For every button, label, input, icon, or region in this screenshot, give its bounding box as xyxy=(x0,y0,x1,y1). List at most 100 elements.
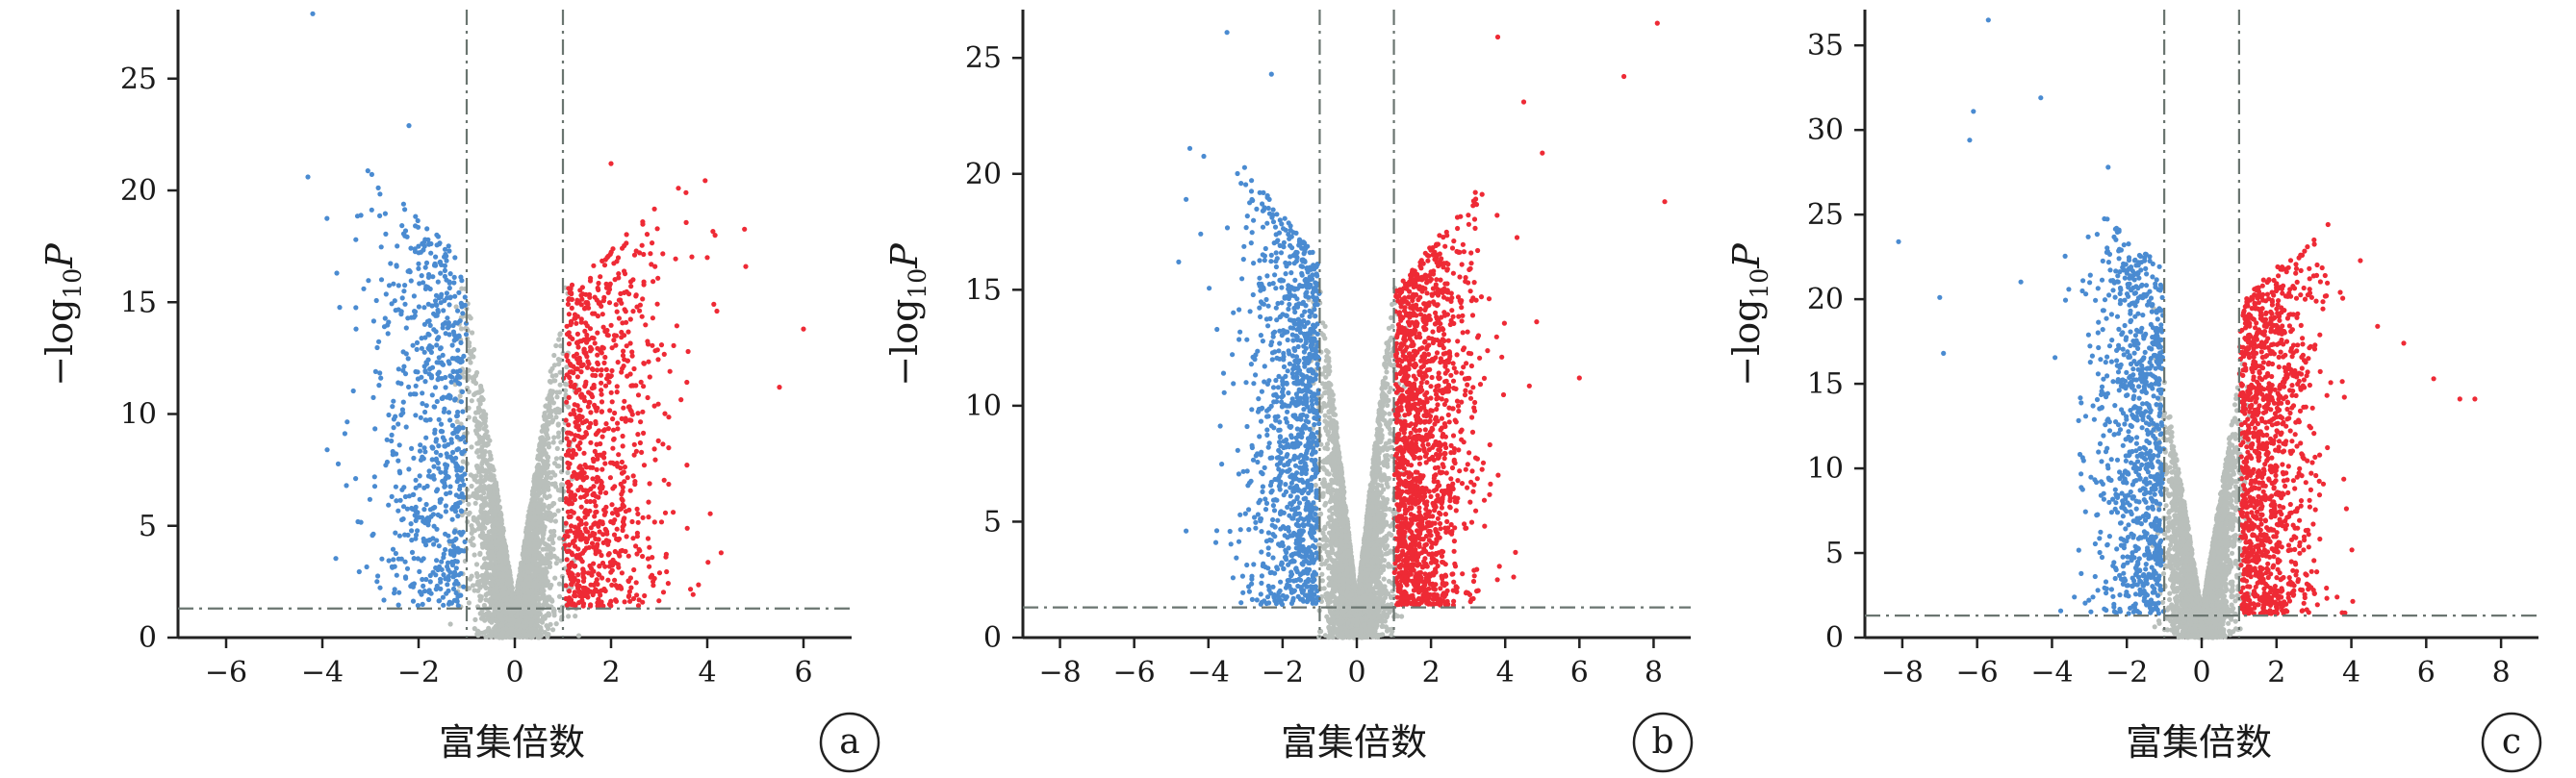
down-point xyxy=(418,497,422,502)
down-point xyxy=(416,244,421,249)
ns-point xyxy=(550,540,555,545)
down-point xyxy=(416,218,421,223)
up-point xyxy=(569,514,574,519)
down-point xyxy=(424,502,429,507)
down-point xyxy=(436,567,441,572)
ns-point xyxy=(483,564,488,568)
down-point xyxy=(454,414,459,418)
ns-point xyxy=(528,503,533,508)
up-point xyxy=(603,421,608,426)
down-point xyxy=(396,283,401,288)
up-point xyxy=(567,330,572,335)
down-point xyxy=(428,323,433,328)
down-point xyxy=(401,349,406,354)
down-point xyxy=(449,507,454,512)
up-point xyxy=(600,435,605,439)
ns-point xyxy=(530,630,535,635)
down-point xyxy=(450,563,455,567)
down-point xyxy=(353,305,358,310)
down-point xyxy=(371,318,376,323)
ns-point xyxy=(508,614,513,618)
ns-point xyxy=(565,470,570,475)
up-point xyxy=(642,593,647,598)
ns-point xyxy=(495,590,499,594)
ns-point xyxy=(497,531,502,536)
down-point xyxy=(377,586,382,590)
ns-point xyxy=(498,623,503,628)
up-point xyxy=(602,461,607,465)
down-point xyxy=(368,497,372,502)
up-point xyxy=(567,312,572,316)
down-point xyxy=(443,547,447,552)
up-point xyxy=(642,463,647,467)
up-point xyxy=(689,255,694,260)
ns-point xyxy=(473,473,478,478)
up-point xyxy=(619,585,624,590)
up-point xyxy=(628,284,633,289)
ns-point xyxy=(552,408,557,413)
up-point xyxy=(577,408,582,413)
up-point xyxy=(569,287,574,291)
down-point xyxy=(396,590,401,595)
ns-point xyxy=(576,633,581,638)
down-point xyxy=(464,332,469,337)
ns-point xyxy=(474,431,479,436)
down-point xyxy=(434,293,439,298)
ns-point xyxy=(475,589,480,593)
ns-point xyxy=(543,416,548,421)
up-point xyxy=(618,291,623,296)
up-point xyxy=(647,545,651,550)
ns-point xyxy=(472,416,477,421)
down-point xyxy=(430,274,435,279)
down-point xyxy=(426,597,431,602)
up-point xyxy=(564,417,569,422)
up-point xyxy=(599,399,604,404)
up-point xyxy=(599,388,603,392)
up-point xyxy=(608,519,613,524)
down-point xyxy=(422,449,427,454)
ns-point xyxy=(510,586,515,590)
up-point xyxy=(628,340,633,345)
ns-point xyxy=(484,597,489,602)
ns-point xyxy=(516,629,521,634)
ns-point xyxy=(477,489,482,493)
up-point xyxy=(574,366,578,371)
ns-point xyxy=(556,509,561,514)
down-point xyxy=(391,557,395,562)
up-point xyxy=(622,522,626,527)
down-point xyxy=(400,295,405,300)
down-point xyxy=(444,385,448,389)
down-point xyxy=(458,437,463,441)
up-point xyxy=(601,508,606,513)
up-point xyxy=(601,540,606,545)
down-point xyxy=(432,428,437,433)
ns-point xyxy=(469,472,473,477)
down-point xyxy=(411,343,416,348)
down-point xyxy=(433,572,438,577)
ns-point xyxy=(482,618,487,623)
down-point xyxy=(460,311,465,315)
down-point xyxy=(417,569,421,574)
down-point xyxy=(448,437,453,441)
down-point xyxy=(461,530,466,535)
up-point xyxy=(650,343,654,348)
down-point xyxy=(431,327,436,332)
down-point xyxy=(397,469,402,474)
down-point xyxy=(456,425,461,430)
ns-point xyxy=(513,600,518,605)
down-point xyxy=(437,417,442,422)
up-point xyxy=(581,451,586,456)
ns-point xyxy=(554,561,559,565)
up-point xyxy=(603,490,608,495)
up-point xyxy=(565,480,570,485)
up-point xyxy=(577,339,582,343)
up-point xyxy=(614,599,619,604)
down-point xyxy=(395,243,399,248)
ns-point xyxy=(482,603,487,608)
ns-point xyxy=(488,519,493,524)
down-point xyxy=(372,426,377,431)
down-point xyxy=(419,592,423,597)
ns-point xyxy=(528,620,533,625)
ns-point xyxy=(474,423,479,428)
up-point xyxy=(612,533,617,538)
